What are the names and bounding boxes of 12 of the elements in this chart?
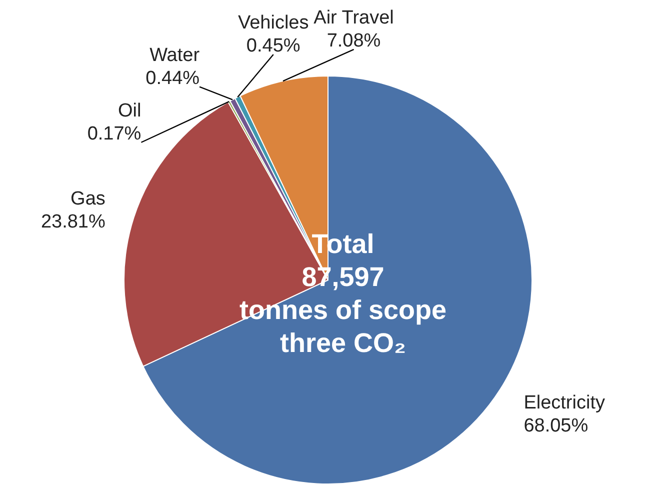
- slice-label: Electricity: [524, 392, 606, 414]
- slice-label: Gas: [70, 188, 106, 210]
- data-label: 0.45%: [246, 36, 300, 57]
- data-label: 0.44%: [146, 68, 200, 89]
- slice-label: Air Travel: [314, 7, 394, 28]
- data-label: 23.81%: [40, 212, 106, 233]
- data-label: 68.05%: [524, 416, 588, 437]
- slice-label: Water: [150, 44, 200, 66]
- slice-label: Oil: [118, 100, 142, 122]
- data-label: 7.08%: [326, 30, 381, 52]
- slice-label: Vehicles: [238, 12, 309, 34]
- data-label: 0.17%: [87, 123, 142, 144]
